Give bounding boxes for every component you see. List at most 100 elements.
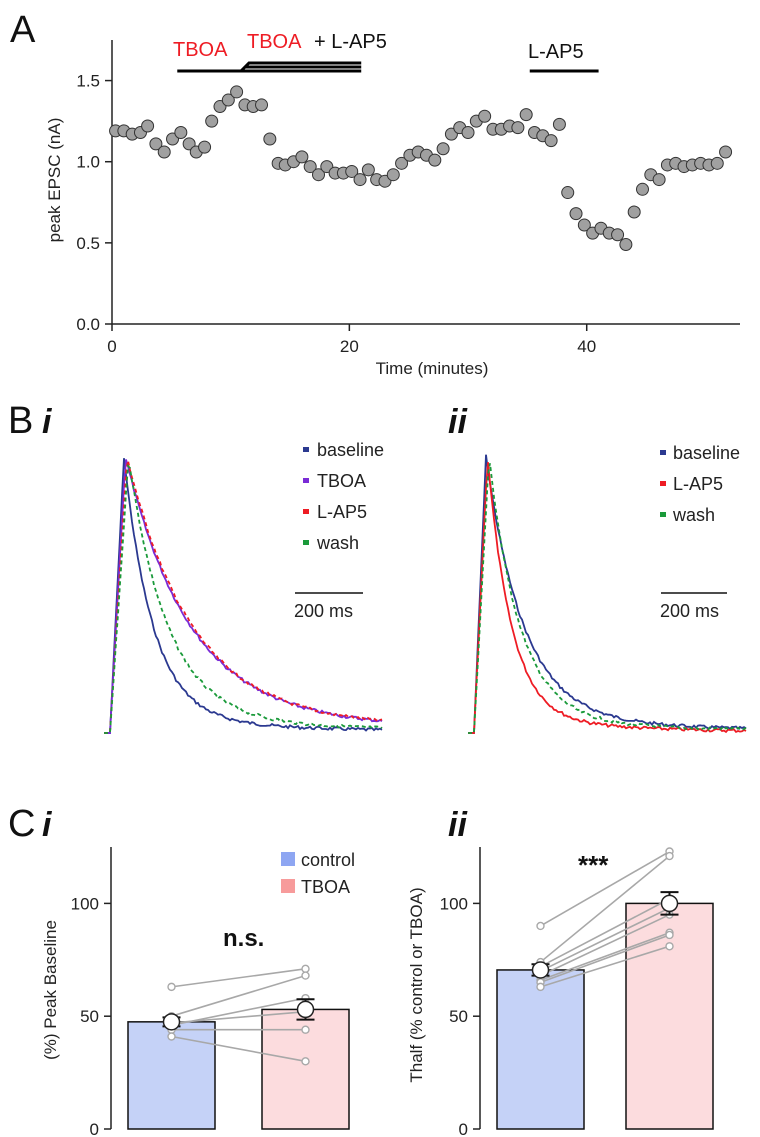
legend-swatch-lap5-ii: [660, 481, 666, 486]
annot-tboa-2: TBOA: [247, 31, 302, 53]
data-point: [295, 150, 309, 164]
panel-a-xtick-label: 20: [340, 337, 359, 356]
paired-line: [540, 898, 670, 968]
data-point: [519, 108, 533, 122]
legend-swatch-baseline: [303, 447, 309, 452]
trace-l-ap5: [468, 462, 747, 734]
legend-wash: wash: [316, 533, 359, 553]
data-point: [719, 145, 733, 159]
annot-lap5: L-AP5: [528, 41, 584, 63]
ytick-label: 50: [449, 1007, 468, 1026]
panel-c-i-legend: control TBOA: [281, 850, 355, 897]
ytick-label: 50: [80, 1007, 99, 1026]
panel-b-i-traces: [104, 458, 383, 734]
significance-annotation: ***: [578, 850, 609, 880]
panel-a-xtick-label: 40: [577, 337, 596, 356]
trace-baseline: [468, 454, 747, 734]
panel-a-scatter: 0.0 0.5 1.0 1.5 0 20 40 peak EPSC (nA) Time (m…: [45, 31, 740, 378]
data-point: [428, 153, 442, 167]
legend-wash-ii: wash: [672, 505, 715, 525]
scale-bar-b-ii-label: 200 ms: [660, 601, 719, 621]
annot-tboa-1: TBOA: [173, 39, 228, 61]
data-point: [312, 168, 326, 182]
data-point: [345, 164, 359, 178]
trace-wash: [468, 463, 747, 734]
paired-point: [536, 982, 545, 992]
panel-b-ii-label: ii: [448, 403, 468, 441]
mean-marker: [162, 1013, 181, 1031]
data-point: [635, 182, 649, 196]
data-point: [478, 109, 492, 123]
panel-b-ii-legend: baseline L-AP5 wash: [660, 443, 740, 525]
bar-tboa: [625, 902, 714, 1130]
paired-line: [171, 1035, 306, 1063]
data-point: [157, 145, 171, 159]
data-point: [710, 156, 724, 170]
panel-a-ytick-label: 0.5: [76, 234, 100, 253]
legend-swatch-tboa: [303, 478, 309, 483]
panel-c-ii-y-label: Thalf (% control or TBOA): [407, 887, 426, 1082]
paired-line: [540, 931, 670, 981]
panel-c-letter: C: [8, 803, 35, 845]
data-point: [141, 119, 155, 133]
legend-baseline: baseline: [317, 440, 384, 460]
data-point: [577, 218, 591, 232]
panel-b-letter: B: [8, 400, 33, 442]
annot-lap5-combo: + L-AP5: [314, 31, 387, 53]
legend-lap5: L-AP5: [317, 502, 367, 522]
paired-point: [665, 851, 674, 861]
legend-tboa: TBOA: [317, 471, 366, 491]
paired-point: [665, 942, 674, 951]
paired-point: [665, 930, 674, 940]
data-point: [182, 137, 196, 151]
paired-line: [171, 968, 306, 988]
paired-point: [301, 971, 310, 980]
panel-a-y-label: peak EPSC (nA): [45, 118, 64, 243]
data-point: [361, 163, 375, 177]
data-point: [544, 134, 558, 148]
data-point: [230, 85, 244, 99]
data-point: [561, 186, 575, 200]
panel-c-i-label: i: [42, 806, 53, 844]
legend-swatch-wash-ii: [660, 512, 666, 517]
paired-point: [167, 1032, 176, 1041]
paired-point: [301, 1057, 310, 1066]
bar-control: [496, 969, 585, 1130]
paired-line: [540, 945, 670, 988]
legend-tboa-c: TBOA: [301, 877, 350, 897]
legend-swatch-control: [281, 852, 295, 866]
data-point: [174, 126, 188, 140]
data-point: [552, 117, 566, 131]
data-point: [303, 160, 317, 174]
panel-a-ytick-label: 1.5: [76, 72, 100, 91]
legend-lap5-ii: L-AP5: [673, 474, 723, 494]
data-point: [221, 93, 235, 107]
data-point: [652, 173, 666, 187]
paired-point: [301, 964, 310, 974]
panel-c-i-bars: 0 50 100: [71, 847, 350, 1137]
ytick-label: 100: [440, 894, 468, 913]
data-point: [619, 237, 633, 251]
paired-line: [540, 934, 670, 984]
panel-a-x-label: Time (minutes): [376, 359, 489, 378]
legend-control: control: [301, 850, 355, 870]
data-point: [255, 98, 269, 112]
data-point: [461, 126, 475, 140]
ns-annotation: n.s.: [223, 925, 264, 952]
data-point: [263, 132, 277, 146]
panel-b-i-label: i: [42, 403, 53, 441]
mean-marker: [660, 894, 679, 913]
paired-line: [540, 913, 670, 977]
panel-a-ytick-label: 0.0: [76, 315, 100, 334]
panel-c-i-y-label: (%) Peak Baseline: [41, 920, 60, 1060]
panel-c-ii-bars: 0 50 100: [440, 847, 714, 1137]
ytick-label: 0: [459, 1120, 468, 1137]
legend-swatch-baseline-ii: [660, 450, 666, 455]
data-point: [569, 207, 583, 221]
paired-line: [171, 974, 306, 1017]
paired-line: [540, 907, 670, 972]
ytick-label: 100: [71, 894, 99, 913]
scale-bar-b-i-label: 200 ms: [294, 601, 353, 621]
trace-baseline: [104, 458, 383, 734]
panel-a-xtick-label: 0: [107, 337, 116, 356]
